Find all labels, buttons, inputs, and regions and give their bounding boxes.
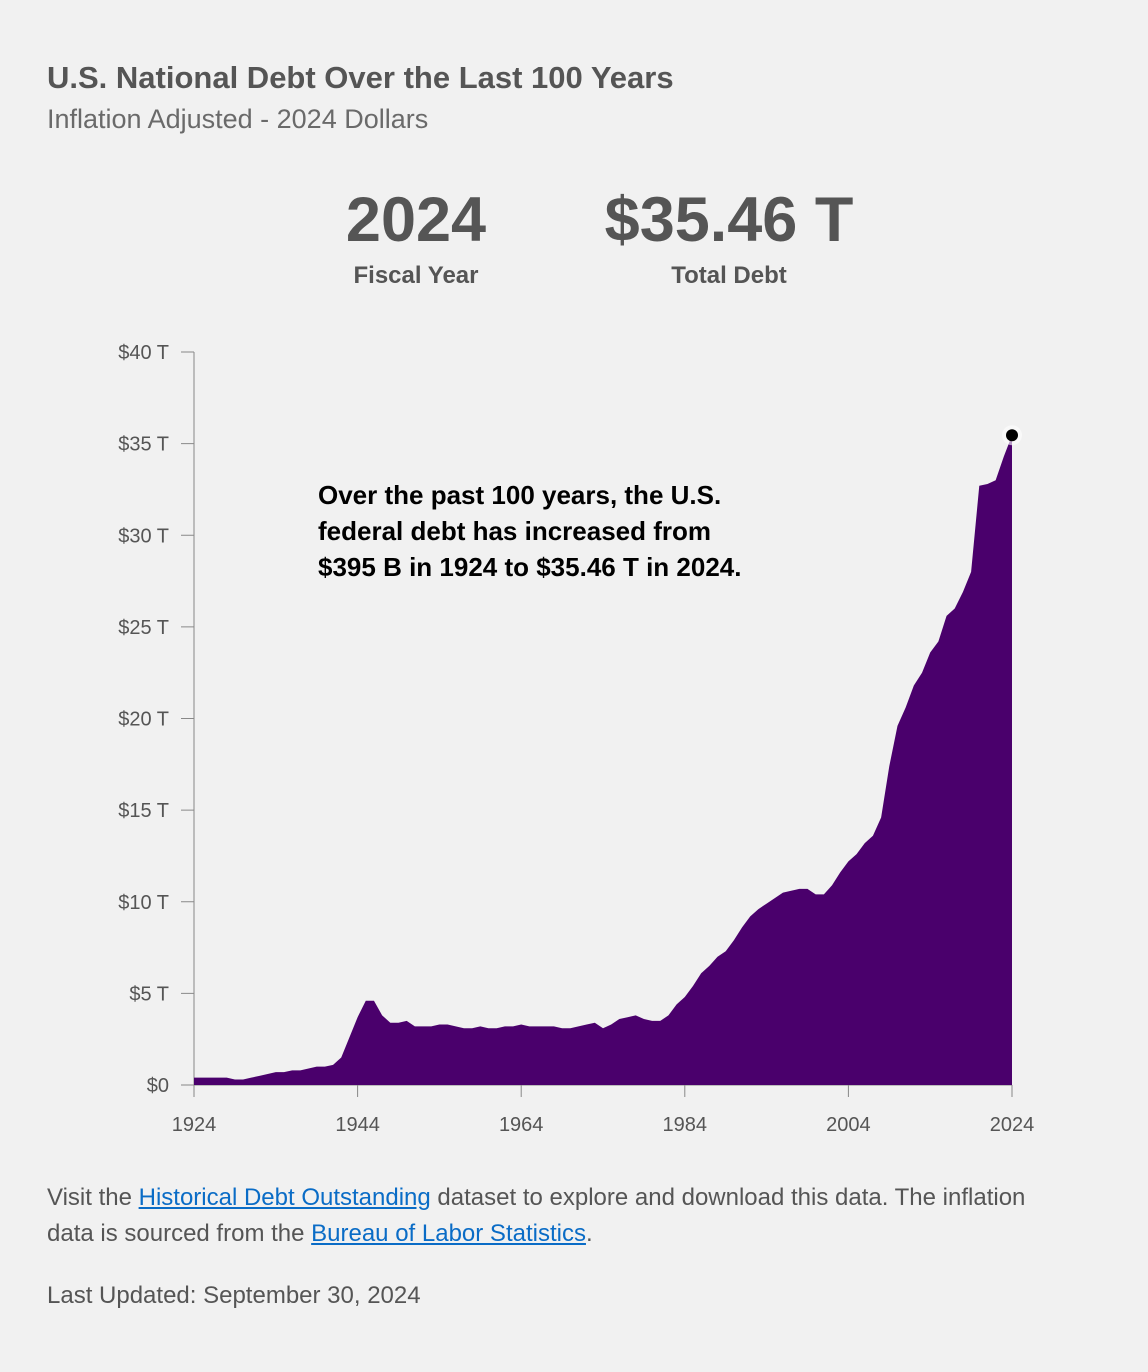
chart-subtitle: Inflation Adjusted - 2024 Dollars	[47, 104, 429, 134]
annotation-line: Over the past 100 years, the U.S.	[318, 480, 721, 510]
y-tick-label: $0	[147, 1075, 169, 1097]
x-axis: 1924 1944 1964 1984 2004 2024	[172, 1084, 1035, 1136]
x-tick-label: 1944	[335, 1114, 380, 1136]
debt-area-series[interactable]	[194, 435, 1012, 1085]
highlight-point[interactable]	[1006, 429, 1018, 442]
footer-note: Visit the Historical Debt Outstanding da…	[47, 1180, 1057, 1252]
annotation-line: federal debt has increased from	[318, 516, 711, 546]
fiscal-year-value: 2024	[345, 185, 487, 255]
x-tick-label: 1984	[663, 1114, 708, 1136]
x-tick-label: 1964	[499, 1114, 544, 1136]
total-debt-stat: $35.46 T Total Debt	[579, 180, 879, 290]
bls-link[interactable]: Bureau of Labor Statistics	[311, 1220, 586, 1247]
footer-text-3: .	[585, 1220, 593, 1247]
y-tick-label: $20 T	[118, 709, 169, 731]
y-axis: $0 $5 T $10 T $15 T $20 T $25 T $30 T $35 T $40 …	[118, 342, 195, 1097]
x-tick-label: 1924	[172, 1114, 217, 1136]
total-debt-value: $35.46 T	[604, 185, 854, 255]
fiscal-year-stat: 2024 Fiscal Year	[316, 180, 516, 290]
debt-area-chart[interactable]: $0 $5 T $10 T $15 T $20 T $25 T $30 T $35 T $40 …	[0, 330, 1148, 1150]
fiscal-year-label: Fiscal Year	[353, 262, 479, 289]
y-tick-label: $35 T	[118, 434, 169, 456]
chart-annotation: Over the past 100 years, the U.S. federal…	[318, 480, 741, 582]
y-tick-label: $25 T	[118, 617, 169, 639]
footer-text-1: Visit the	[47, 1184, 139, 1211]
last-updated: Last Updated: September 30, 2024	[47, 1282, 421, 1309]
y-tick-label: $15 T	[118, 800, 169, 822]
y-tick-label: $30 T	[118, 525, 169, 547]
annotation-line: $395 B in 1924 to $35.46 T in 2024.	[318, 552, 741, 582]
x-tick-label: 2004	[826, 1114, 871, 1136]
y-tick-label: $10 T	[118, 892, 169, 914]
chart-title: U.S. National Debt Over the Last 100 Yea…	[47, 60, 674, 95]
y-tick-label: $5 T	[129, 983, 169, 1005]
historical-debt-link[interactable]: Historical Debt Outstanding	[138, 1184, 431, 1211]
total-debt-label: Total Debt	[671, 262, 787, 289]
footer-text-2: dataset to explore and download this dat…	[47, 1184, 1026, 1247]
x-tick-label: 2024	[990, 1114, 1035, 1136]
y-tick-label: $40 T	[118, 342, 169, 364]
